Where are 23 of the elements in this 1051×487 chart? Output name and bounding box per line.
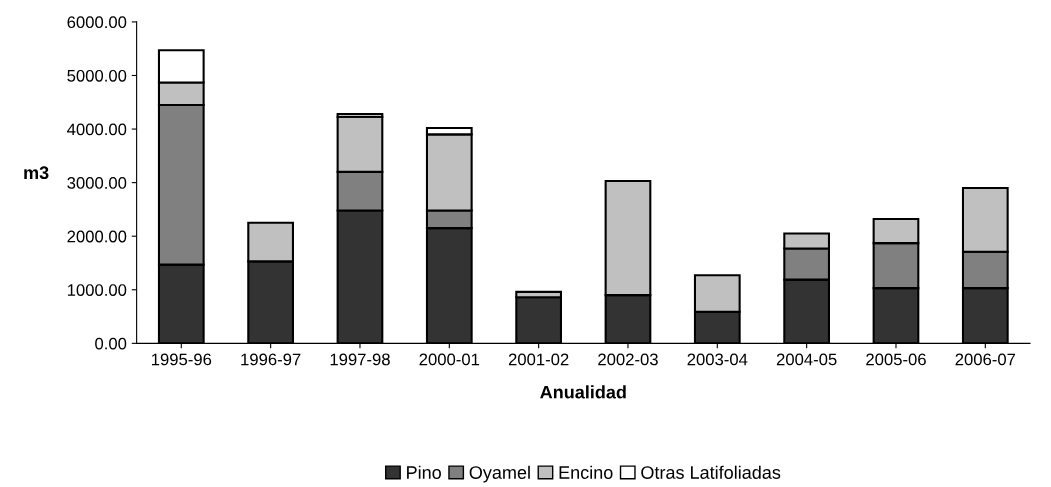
y-tick-label: 2000.00 [67,230,127,243]
x-tick-label: 2002-03 [598,353,658,366]
y-tick-label: 1000.00 [67,284,127,296]
x-tick-label: 1996-97 [241,353,301,366]
x-axis-title: Anualidad [540,385,626,399]
x-tick-label: 2001-02 [508,353,569,366]
x-tick-label: 2003-04 [687,353,748,366]
legend-label: Oyamel [469,465,530,483]
y-tick-label: 5000.00 [67,69,127,82]
y-tick-label: 0.00 [95,337,127,350]
y-tick-label: 3000.00 [67,177,127,189]
x-tick-label: 1997-98 [330,353,390,366]
y-axis-title: m3 [24,166,49,180]
legend-label: Encino [559,465,613,479]
x-tick-label: 1995-96 [151,353,212,366]
legend-label: Pino [407,465,441,479]
legend-label: Otras Latifoliadas [641,465,781,479]
x-tick-label: 2006-07 [955,353,1016,366]
x-tick-label: 2005-06 [866,353,926,366]
x-tick-label: 2004-05 [776,353,837,366]
y-tick-label: 6000.00 [67,16,127,29]
x-tick-label: 2000-01 [419,353,480,366]
y-tick-label: 4000.00 [67,123,127,136]
